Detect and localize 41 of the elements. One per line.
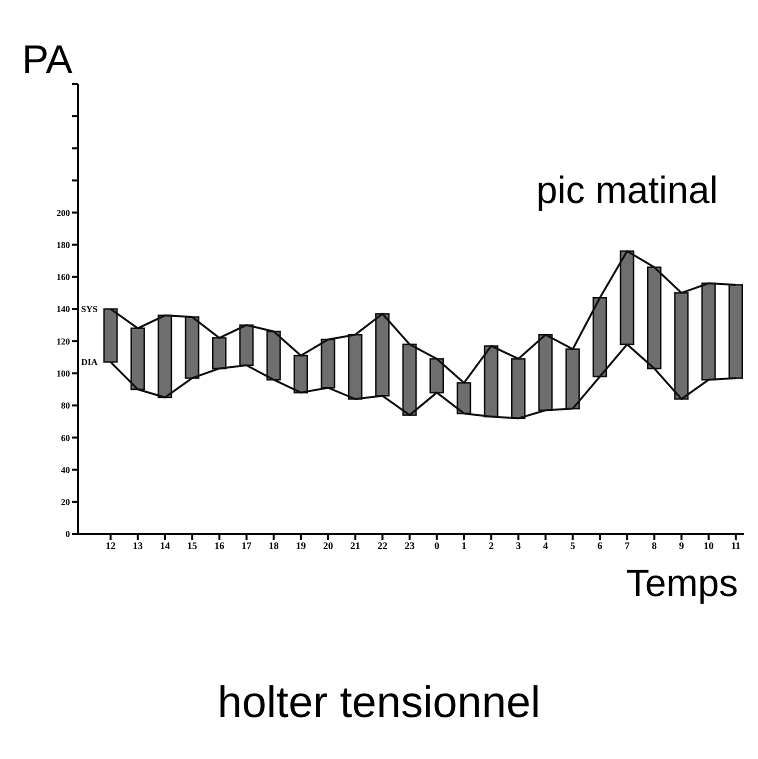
x-tick-label: 5 [570, 541, 576, 552]
y-tick-label: 160 [56, 272, 70, 282]
x-tick-label: 15 [187, 541, 198, 552]
y-tick-label: 60 [61, 432, 70, 443]
x-tick-label: 12 [106, 541, 116, 552]
x-tick-label: 21 [350, 541, 360, 552]
x-tick-label: 3 [516, 541, 521, 552]
x-tick-label: 20 [323, 541, 334, 552]
x-tick-label: 16 [214, 541, 224, 552]
x-axis-title: Temps [626, 563, 738, 606]
y-tick-label: 140 [56, 304, 70, 314]
annotation: SYS [81, 304, 98, 314]
annotation: DIA [81, 357, 98, 368]
x-tick-label: 13 [132, 541, 143, 552]
y-tick-label: 0 [66, 529, 70, 540]
x-tick-label: 2 [488, 541, 494, 552]
x-tick-label: 4 [543, 541, 548, 552]
x-tick-label: 22 [377, 541, 388, 552]
text: holter tensionnel [216, 678, 542, 728]
x-tick-label: 8 [652, 541, 657, 552]
x-tick-label: 17 [242, 541, 252, 552]
y-tick-label: 200 [56, 208, 70, 218]
y-tick-label: 120 [56, 336, 70, 346]
x-tick-label: 9 [678, 541, 684, 552]
x-tick-label: 10 [704, 541, 714, 552]
x-tick-label: 18 [268, 541, 279, 552]
x-tick-label: 14 [160, 541, 170, 552]
y-tick-label: 180 [56, 240, 70, 250]
x-tick-label: 6 [597, 541, 602, 552]
y-tick-label: 20 [61, 497, 70, 508]
y-tick-label: 100 [56, 368, 70, 378]
y-axis-title: PA [22, 38, 72, 83]
y-tick-label: 40 [61, 464, 70, 475]
y-tick-label: 80 [61, 400, 70, 411]
x-tick-label: 19 [296, 541, 306, 552]
x-tick-label: 7 [624, 541, 630, 552]
x-tick-label: 0 [434, 541, 440, 552]
x-tick-label: 1 [462, 541, 467, 552]
x-tick-label: 11 [731, 541, 741, 552]
annotation: pic matinal [536, 170, 718, 212]
x-tick-label: 23 [404, 541, 415, 552]
